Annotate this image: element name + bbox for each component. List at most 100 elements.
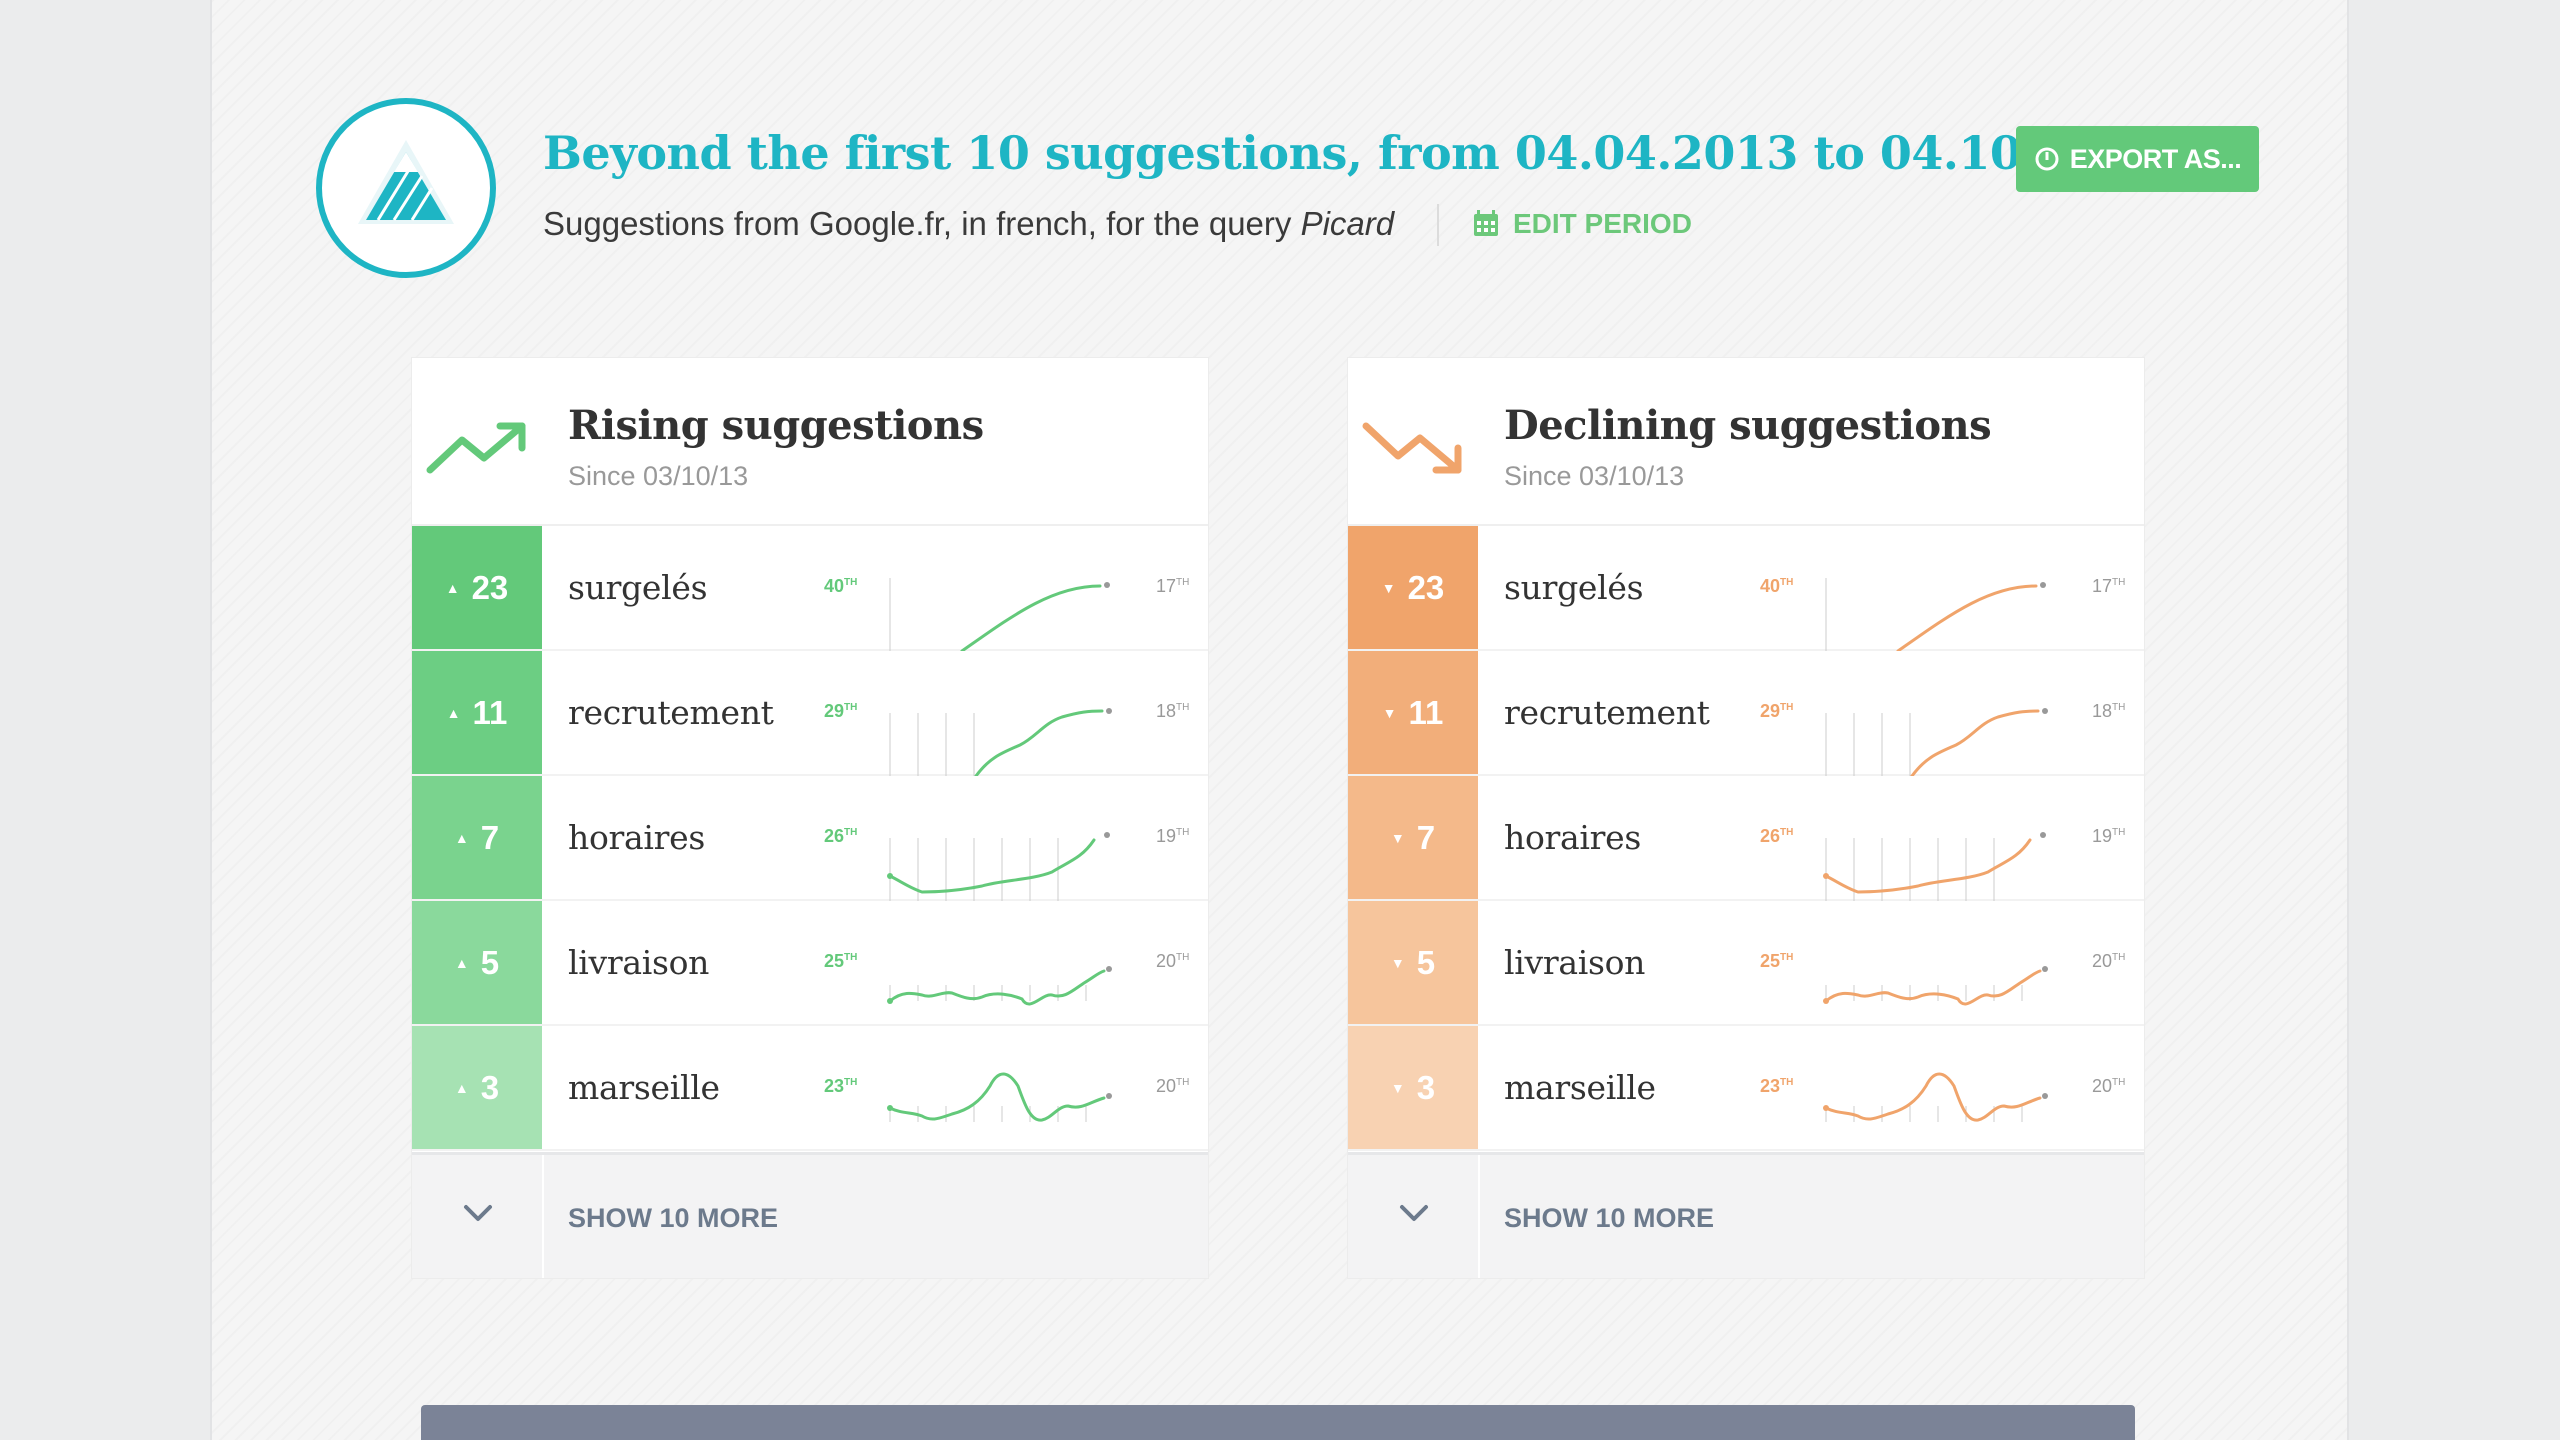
start-rank-label: 25TH — [824, 951, 858, 971]
show-more-label: SHOW 10 MORE — [1504, 1203, 1715, 1233]
subtitle-text: Suggestions from Google.fr, in french, f… — [543, 205, 1301, 242]
page-title: Beyond the first 10 suggestions, from 04… — [543, 126, 2163, 180]
rank-change-badge: ▲ 3 — [412, 1026, 542, 1149]
page-subtitle: Suggestions from Google.fr, in french, f… — [543, 205, 1394, 243]
up-arrow-icon: ▲ — [454, 1079, 469, 1096]
down-arrow-icon: ▼ — [1382, 704, 1397, 721]
rank-sparkline — [889, 708, 1112, 776]
list-item[interactable]: ▼ 5 livraison 25TH 20TH — [1348, 901, 2144, 1026]
edit-period-link[interactable]: EDIT PERIOD — [1473, 208, 1692, 240]
list-item[interactable]: ▼ 23 surgelés 40TH 17TH — [1348, 526, 2144, 651]
export-label: EXPORT AS... — [2069, 143, 2242, 174]
suggestion-term: recrutement — [1504, 693, 1710, 732]
start-rank-label: 29TH — [824, 701, 858, 721]
end-rank-label: 20TH — [2092, 951, 2126, 971]
rank-change-value: 3 — [480, 1068, 500, 1106]
list-item[interactable]: ▲ 7 horaires 26TH 19TH — [412, 776, 1208, 901]
trend-down-icon — [1362, 422, 1462, 474]
rank-change-value: 11 — [1408, 693, 1444, 731]
start-rank-label: 40TH — [1760, 576, 1794, 596]
suggestion-term: recrutement — [568, 693, 774, 732]
show-more-label: SHOW 10 MORE — [568, 1203, 779, 1233]
suggestion-term: horaires — [1504, 818, 1641, 857]
query-text: Picard — [1300, 205, 1395, 242]
rank-change-value: 5 — [1416, 943, 1436, 981]
power-icon — [2035, 147, 2059, 171]
rank-change-badge: ▼ 3 — [1348, 1026, 1478, 1149]
rank-change-badge: ▲ 5 — [412, 901, 542, 1024]
start-rank-label: 23TH — [1760, 1076, 1794, 1096]
card-header: Declining suggestions Since 03/10/13 — [1348, 358, 2144, 526]
up-arrow-icon: ▲ — [445, 579, 460, 596]
start-rank-label: 26TH — [824, 826, 858, 846]
rank-sparkline — [887, 966, 1112, 1006]
rank-change-badge: ▼ 5 — [1348, 901, 1478, 1024]
rank-change-badge: ▼ 7 — [1348, 776, 1478, 899]
end-rank-label: 20TH — [1156, 951, 1190, 971]
trend-up-icon — [426, 422, 526, 474]
suggestion-term: livraison — [568, 943, 710, 982]
end-rank-label: 18TH — [2092, 701, 2126, 721]
suggestion-term: horaires — [568, 818, 705, 857]
suggestion-list: ▼ 23 surgelés 40TH 17TH ▼ 11 recrutement… — [1348, 526, 2144, 1151]
end-rank-label: 19TH — [2092, 826, 2126, 846]
end-rank-label: 20TH — [1156, 1076, 1190, 1096]
end-rank-label: 17TH — [2092, 576, 2126, 596]
rank-sparkline — [1823, 1072, 2048, 1122]
up-arrow-icon: ▲ — [454, 829, 469, 846]
end-rank-label: 18TH — [1156, 701, 1190, 721]
list-item[interactable]: ▲ 5 livraison 25TH 20TH — [412, 901, 1208, 1026]
up-arrow-icon: ▲ — [446, 704, 461, 721]
card-header: Rising suggestions Since 03/10/13 — [412, 358, 1208, 526]
list-item[interactable]: ▲ 11 recrutement 29TH 18TH — [412, 651, 1208, 776]
suggestion-term: surgelés — [568, 568, 708, 607]
rank-sparkline — [887, 1072, 1112, 1122]
suggestion-list: ▲ 23 surgelés 40TH 17TH ▲ 11 recrutement… — [412, 526, 1208, 1151]
show-more-button[interactable]: SHOW 10 MORE — [412, 1152, 1208, 1278]
start-rank-label: 40TH — [824, 576, 858, 596]
rank-change-value: 7 — [480, 818, 500, 856]
show-more-button[interactable]: SHOW 10 MORE — [1348, 1152, 2144, 1278]
rank-change-badge: ▼ 11 — [1348, 651, 1478, 774]
start-rank-label: 29TH — [1760, 701, 1794, 721]
rank-sparkline — [887, 832, 1110, 901]
rank-change-badge: ▲ 23 — [412, 526, 542, 649]
mountain-logo-icon — [316, 98, 496, 278]
rank-change-value: 7 — [1416, 818, 1436, 856]
end-rank-label: 19TH — [1156, 826, 1190, 846]
rank-change-badge: ▲ 11 — [412, 651, 542, 774]
start-rank-label: 23TH — [824, 1076, 858, 1096]
card-since: Since 03/10/13 — [568, 461, 749, 491]
rank-sparkline — [1823, 966, 2048, 1006]
footer-divider — [542, 1155, 544, 1278]
rank-sparkline — [1823, 832, 2046, 901]
list-item[interactable]: ▲ 23 surgelés 40TH 17TH — [412, 526, 1208, 651]
suggestion-term: surgelés — [1504, 568, 1644, 607]
chevron-down-icon — [464, 1205, 492, 1221]
card-since: Since 03/10/13 — [1504, 461, 1685, 491]
calendar-icon — [1474, 210, 1498, 236]
rank-change-value: 3 — [1416, 1068, 1436, 1106]
list-item[interactable]: ▼ 3 marseille 23TH 20TH — [1348, 1026, 2144, 1151]
subtitle-divider — [1437, 204, 1439, 246]
start-rank-label: 25TH — [1760, 951, 1794, 971]
card-title: Rising suggestions — [568, 402, 984, 449]
down-arrow-icon: ▼ — [1390, 1079, 1405, 1096]
edit-period-label: EDIT PERIOD — [1513, 208, 1692, 239]
export-button[interactable]: EXPORT AS... — [2016, 126, 2259, 192]
rank-change-value: 23 — [1407, 568, 1445, 606]
list-item[interactable]: ▲ 3 marseille 23TH 20TH — [412, 1026, 1208, 1151]
down-arrow-icon: ▼ — [1390, 829, 1405, 846]
rank-change-value: 5 — [480, 943, 500, 981]
declining-suggestions-card: Declining suggestions Since 03/10/13 ▼ 2… — [1347, 357, 2145, 1279]
rank-change-value: 23 — [471, 568, 509, 606]
rank-sparkline — [1825, 578, 2046, 651]
end-rank-label: 20TH — [2092, 1076, 2126, 1096]
rank-change-value: 11 — [472, 693, 508, 731]
rank-change-badge: ▼ 23 — [1348, 526, 1478, 649]
suggestion-term: livraison — [1504, 943, 1646, 982]
rising-suggestions-card: Rising suggestions Since 03/10/13 ▲ 23 s… — [411, 357, 1209, 1279]
list-item[interactable]: ▼ 7 horaires 26TH 19TH — [1348, 776, 2144, 901]
list-item[interactable]: ▼ 11 recrutement 29TH 18TH — [1348, 651, 2144, 776]
suggestion-term: marseille — [568, 1068, 720, 1107]
